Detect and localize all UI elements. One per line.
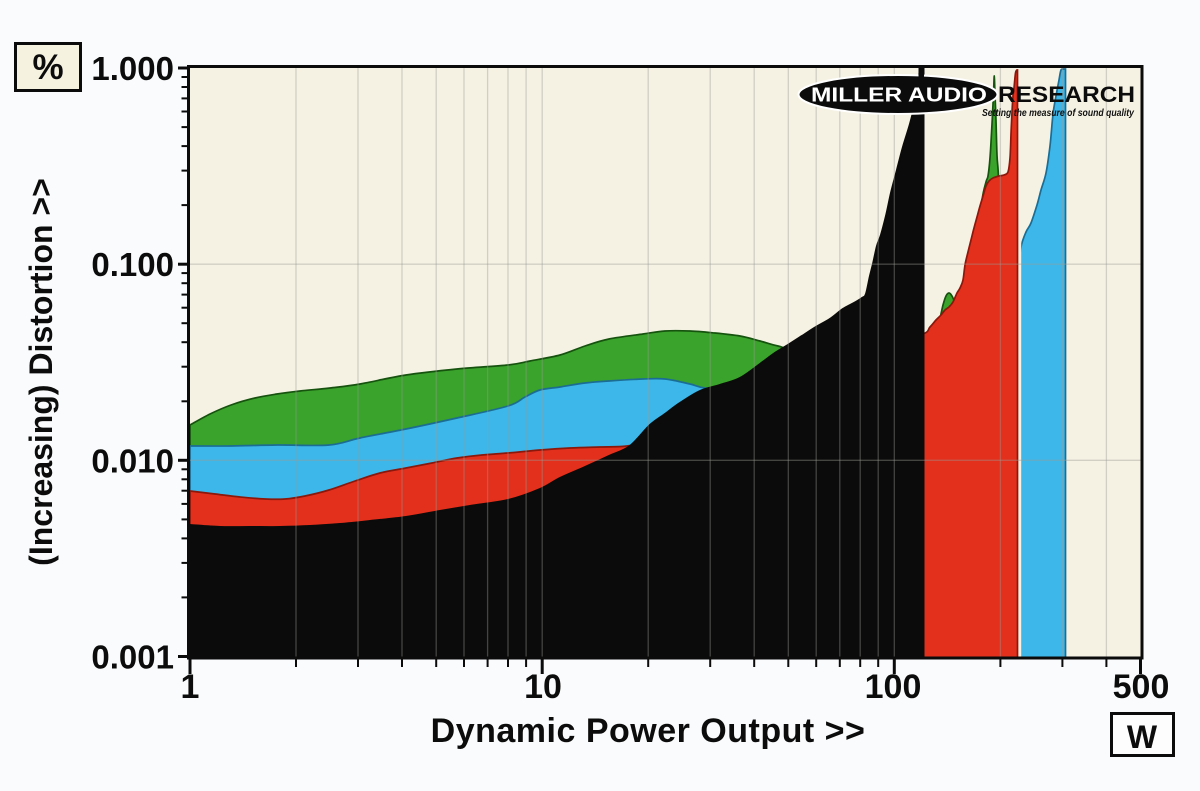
svg-text:Dynamic Power Output >>: Dynamic Power Output >> [431, 712, 866, 750]
svg-text:(Increasing) Distortion >>: (Increasing) Distortion >> [23, 178, 59, 566]
svg-text:10: 10 [524, 668, 562, 706]
svg-text:1.000: 1.000 [91, 50, 174, 87]
svg-text:0.100: 0.100 [91, 246, 174, 283]
svg-text:0.010: 0.010 [91, 442, 174, 479]
svg-text:MILLER AUDIO: MILLER AUDIO [811, 85, 987, 107]
svg-text:500: 500 [1113, 668, 1170, 706]
svg-text:100: 100 [865, 668, 922, 706]
svg-text:%: % [32, 48, 63, 87]
svg-text:W: W [1127, 719, 1158, 755]
svg-text:Setting the measure of sound q: Setting the measure of sound quality [982, 108, 1134, 119]
svg-text:RESEARCH: RESEARCH [998, 82, 1135, 107]
svg-text:1: 1 [181, 668, 200, 706]
svg-text:0.001: 0.001 [91, 639, 174, 676]
